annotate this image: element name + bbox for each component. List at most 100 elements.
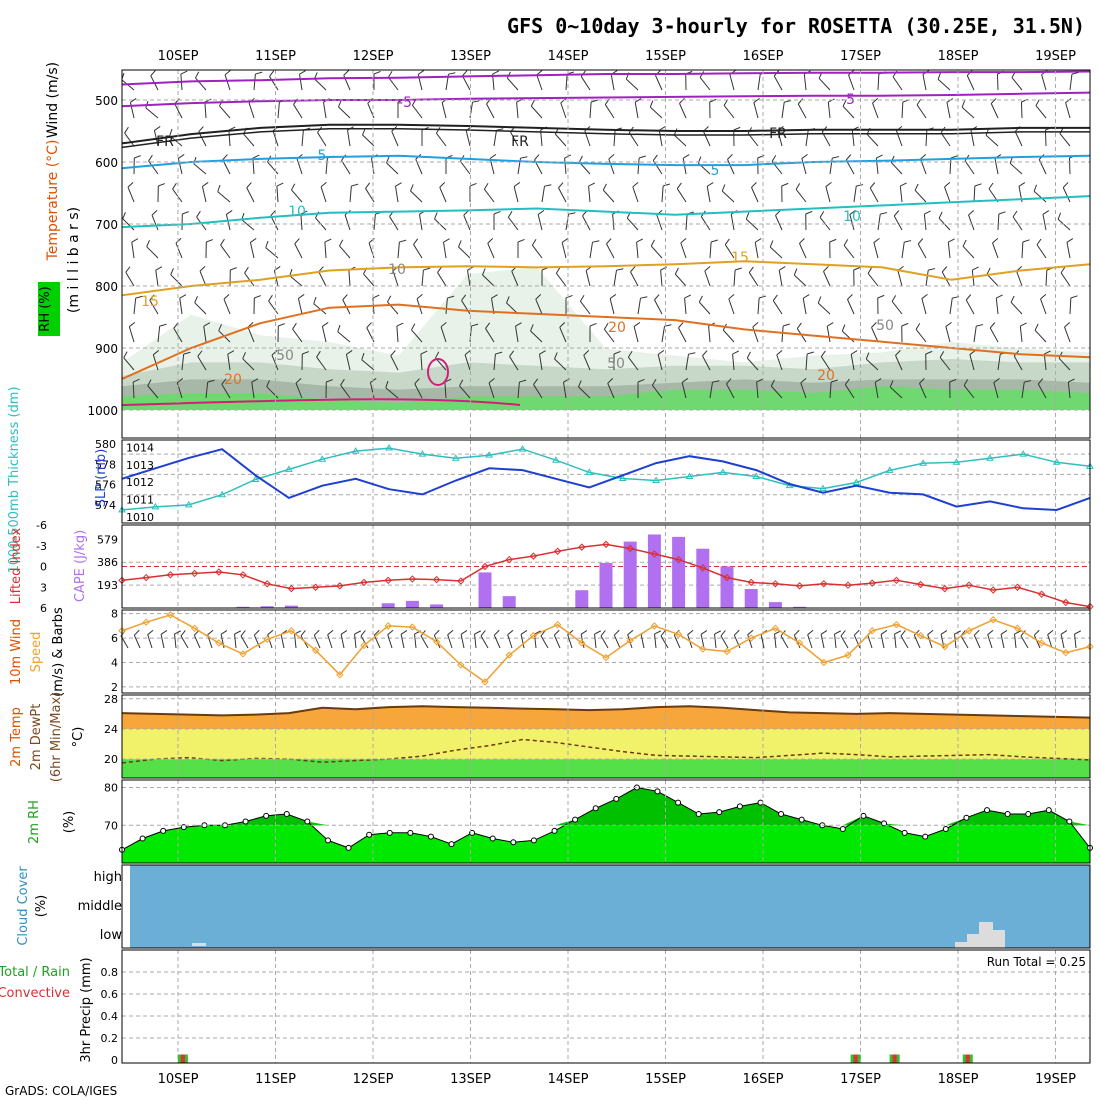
contour-label: 5 — [318, 148, 327, 164]
wind-barb — [871, 327, 879, 343]
wind-barb-flag — [207, 379, 215, 383]
cape-bar — [405, 600, 419, 608]
rh-marker — [448, 841, 455, 848]
y-tick-label: 80 — [104, 782, 118, 795]
wind-barb — [1021, 241, 1024, 259]
contour-label: 20 — [608, 320, 626, 336]
wind-barb-flag — [784, 100, 792, 103]
wind-barb-flag — [963, 379, 969, 386]
wind-barb — [915, 329, 927, 343]
wind-barb — [973, 185, 976, 203]
wind-barb — [268, 300, 279, 315]
wind-barb-flag — [509, 350, 515, 357]
wind-barb — [555, 272, 567, 287]
wind-barb — [148, 160, 159, 175]
isotherm-line — [121, 70, 1091, 86]
wind-barb — [465, 130, 471, 147]
wind-barb-flag — [580, 630, 588, 635]
wind-barb-flag — [536, 69, 543, 76]
wind-barb-flag — [925, 350, 933, 355]
wind-barb — [801, 158, 807, 175]
wind-barb-flag — [1070, 295, 1078, 299]
wind-barb — [841, 330, 855, 343]
wind-barb — [447, 634, 453, 649]
rh-marker — [427, 833, 434, 840]
wind-barb-flag — [919, 378, 925, 384]
wind-barb-flag — [856, 184, 864, 187]
wind-barb-flag — [732, 350, 740, 355]
wind-barb — [536, 74, 543, 91]
wind-barb-flag — [1057, 212, 1062, 220]
wind-barb-flag — [702, 350, 708, 357]
wind-barb-flag — [1033, 184, 1038, 192]
wind-barb-flag — [657, 350, 665, 355]
wind-barb-flag — [578, 380, 582, 388]
wind-barb-flag — [680, 237, 687, 244]
wind-barb-flag — [1036, 238, 1042, 246]
wind-barb — [636, 242, 639, 259]
rh-marker — [695, 810, 702, 817]
contour-label: 50 — [607, 356, 625, 372]
wind-barb-flag — [340, 378, 345, 386]
wind-barb-flag — [627, 629, 634, 636]
wind-barb-flag — [874, 378, 882, 383]
wind-barb-flag — [365, 182, 371, 189]
wind-barb — [265, 247, 279, 259]
wind-barb-flag — [266, 380, 270, 387]
wind-barb — [459, 160, 471, 175]
y-tick-label: 500 — [95, 94, 118, 108]
cloud-panel: high middle low Cloud Cover (%) — [16, 864, 1091, 949]
contour-label: -5 — [398, 95, 412, 111]
wind-barb-flag — [182, 211, 190, 215]
wind-barb — [748, 272, 759, 287]
wind-barb-flag — [537, 210, 545, 215]
wind-barb-flag — [1042, 210, 1050, 215]
wind-speed-marker — [674, 630, 683, 639]
wind-barb-flag — [227, 350, 235, 355]
wind-barb — [752, 326, 759, 343]
wind-barb — [1067, 382, 1071, 399]
wind-barb-flag — [147, 629, 154, 636]
wind-barb-flag — [1034, 323, 1039, 331]
wind-barb-flag — [807, 629, 814, 636]
wind-barb-flag — [327, 629, 334, 636]
thickness-marker — [552, 456, 560, 463]
temp2m-panel: 20 24 28 2m Temp 2m DewPt (6hr Min/Max) °C) — [9, 692, 1091, 782]
wind-barb-flag — [900, 182, 907, 187]
wind-barb — [973, 326, 977, 343]
wind-barb — [699, 77, 711, 91]
wind-barb-flag — [217, 184, 221, 192]
rh-contour — [427, 358, 449, 386]
wind-barb — [850, 354, 855, 371]
contour-label: 20 — [224, 372, 242, 388]
wind-barb-flag — [658, 126, 666, 131]
wind-barb — [994, 158, 999, 175]
wind-barb-flag — [778, 266, 786, 271]
wind-barb — [678, 327, 687, 343]
wind-barb-flag — [289, 268, 293, 276]
cape-bar — [381, 603, 395, 608]
wind-barb — [613, 635, 621, 649]
wind-barb — [565, 214, 569, 231]
rh-marker — [922, 833, 929, 840]
thickness-marker — [251, 475, 260, 482]
y-tick-label: 28 — [104, 693, 118, 706]
wind-barb-flag — [300, 210, 308, 215]
wind-speed-marker — [892, 620, 901, 629]
wind-barb-flag — [721, 184, 726, 192]
wind-barb — [421, 270, 424, 287]
contour-label: 15 — [141, 294, 159, 310]
wind-barb-flag — [343, 70, 350, 76]
wind-barb-flag — [351, 183, 359, 187]
wind-barb — [1045, 269, 1048, 287]
wind-barb-flag — [753, 98, 760, 103]
wind-barb-flag — [674, 267, 679, 275]
wind-barb — [563, 382, 567, 399]
wind-barb-flag — [800, 377, 807, 384]
wind-barb-flag — [361, 352, 365, 360]
wind-barb-flag — [914, 183, 919, 191]
wind-barb-flag — [492, 70, 500, 75]
wind-barb — [520, 634, 525, 649]
wind-barb — [395, 186, 399, 203]
wind-barb — [600, 635, 609, 649]
